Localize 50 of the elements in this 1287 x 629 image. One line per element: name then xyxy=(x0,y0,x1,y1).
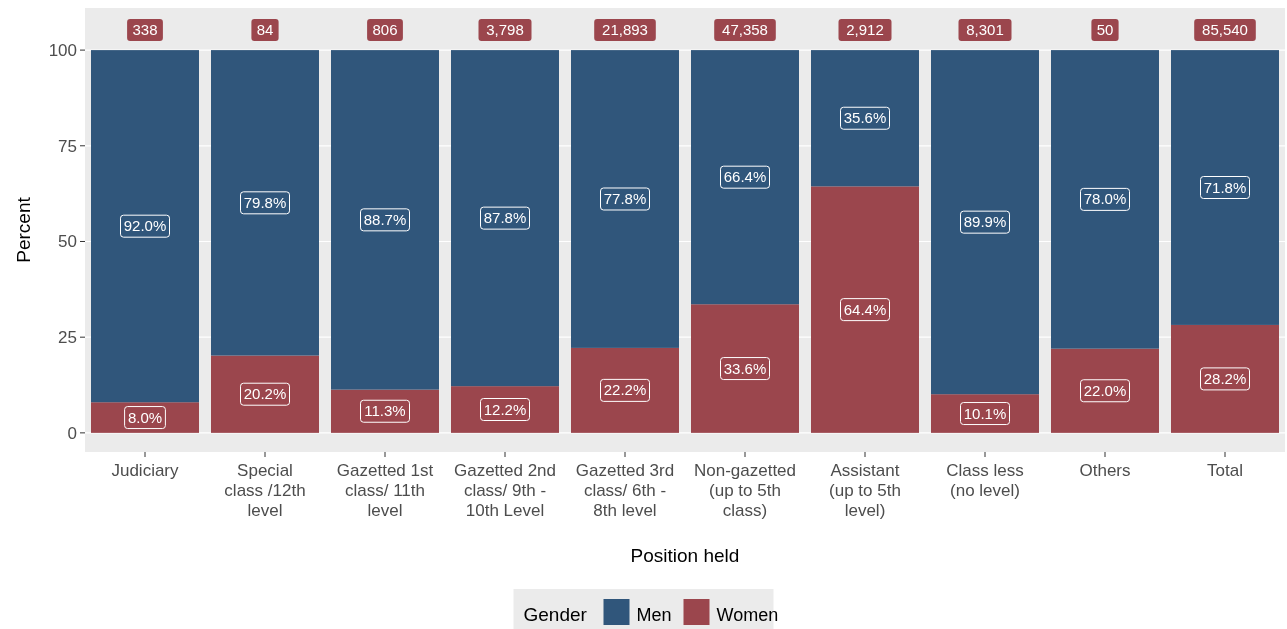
data-label: 12.2% xyxy=(483,400,527,418)
data-label: 11.3% xyxy=(364,402,406,420)
data-label: 87.8% xyxy=(483,209,527,227)
annotation: 21,893 xyxy=(602,21,648,39)
annotation: 84 xyxy=(256,21,274,39)
data-label: 8.0% xyxy=(127,408,163,426)
data-label: 10.1% xyxy=(963,404,1007,422)
annotation: 8,301 xyxy=(966,21,1004,39)
x-tick-label: Class less (no level) xyxy=(946,461,1024,500)
data-label: 79.8% xyxy=(243,193,287,211)
x-tick-label: Assistant (up to 5th level) xyxy=(829,461,901,520)
x-tick-label: Gazetted 1st class/ 11th level xyxy=(336,461,434,520)
data-label: 77.8% xyxy=(603,190,647,207)
annotation: 85,540 xyxy=(1202,21,1248,39)
annotation: 50 xyxy=(1096,21,1114,39)
y-axis-title: Percent xyxy=(13,196,34,263)
x-tick-label: Special class /12th level xyxy=(224,461,306,520)
data-label: 22.0% xyxy=(1083,381,1127,399)
x-tick-label: Gazetted 2nd class/ 9th - 10th Level xyxy=(453,461,557,520)
data-label: 89.9% xyxy=(963,213,1007,231)
y-tick-label: 0 xyxy=(67,423,77,443)
x-tick-label: Gazetted 3rd class/ 6th - 8th level xyxy=(575,461,675,520)
data-label: 33.6% xyxy=(723,359,767,377)
data-label: 88.7% xyxy=(363,210,407,228)
data-label: 20.2% xyxy=(243,385,287,403)
data-label: 71.8% xyxy=(1203,178,1247,196)
data-label: 64.4% xyxy=(843,300,887,318)
y-tick-label: 100 xyxy=(48,41,77,61)
annotation: 47,358 xyxy=(722,21,768,39)
annotation: 338 xyxy=(132,21,158,39)
x-tick-label: Others xyxy=(1079,461,1131,480)
data-label: 22.2% xyxy=(603,381,647,399)
annotation: 3,798 xyxy=(486,21,524,39)
legend-label: Men xyxy=(636,605,672,625)
y-tick-label: 75 xyxy=(58,136,77,156)
data-label: 78.0% xyxy=(1083,190,1127,208)
x-axis-title: Position held xyxy=(630,545,740,566)
annotation: 2,912 xyxy=(846,21,884,39)
legend-label: Women xyxy=(716,605,779,625)
x-tick-label: Non-gazetted (up to 5th class) xyxy=(693,461,797,520)
data-label: 66.4% xyxy=(723,168,767,186)
legend-title: Gender xyxy=(523,604,588,625)
y-tick-label: 50 xyxy=(58,232,77,252)
y-tick-label: 25 xyxy=(58,328,77,348)
data-label: 92.0% xyxy=(123,217,167,235)
x-tick-label: Total xyxy=(1207,461,1243,480)
data-label: 35.6% xyxy=(843,109,887,127)
x-tick-label: Judiciary xyxy=(111,461,180,480)
data-label: 28.2% xyxy=(1203,369,1247,387)
annotation: 806 xyxy=(372,21,398,39)
